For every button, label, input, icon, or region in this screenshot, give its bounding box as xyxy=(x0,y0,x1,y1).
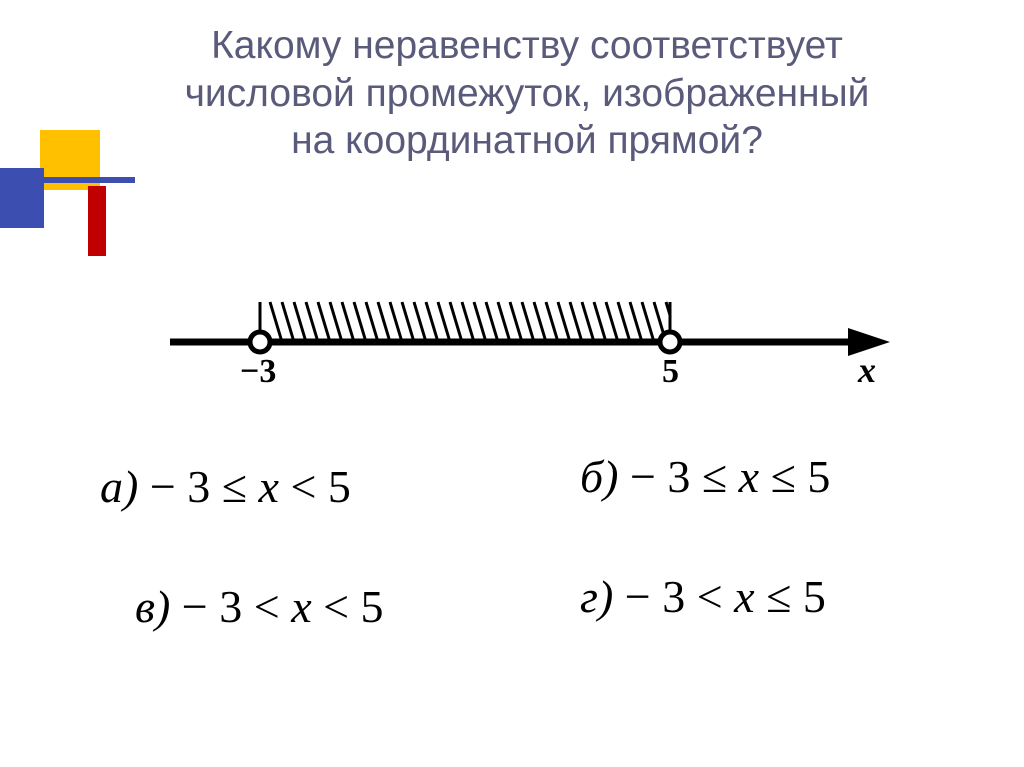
answer-expr-b-suffix: ≤ 5 xyxy=(759,451,830,502)
title-line-1: Какому неравенству соответствует xyxy=(211,24,843,67)
answer-option-b[interactable]: б) − 3 ≤ x ≤ 5 xyxy=(580,450,830,503)
answer-expr-g-prefix: − 3 < xyxy=(625,571,734,622)
title-line-2: числовой промежуток, изображенный xyxy=(185,72,870,115)
answer-expr-g-suffix: ≤ 5 xyxy=(755,571,826,622)
answer-expr-b-var: x xyxy=(739,451,759,502)
answer-expr-v-var: x xyxy=(291,581,311,632)
answer-option-g[interactable]: г) − 3 < x ≤ 5 xyxy=(580,570,826,623)
answer-expr-a-var: x xyxy=(259,461,279,512)
answer-expr-v-suffix: < 5 xyxy=(312,581,384,632)
answer-label-a: а) xyxy=(100,461,138,512)
title-line-3: на координатной прямой? xyxy=(291,119,763,162)
numberline-right-label: 5 xyxy=(662,353,679,390)
answer-expr-b-prefix: − 3 ≤ xyxy=(630,451,739,502)
answer-expr-v-prefix: − 3 < xyxy=(182,581,291,632)
numberline-left-label: −3 xyxy=(240,353,276,390)
slide-title: Какому неравенству соответствует числово… xyxy=(60,22,994,165)
number-line-diagram: −3 5 x xyxy=(170,282,890,402)
answer-option-a[interactable]: а) − 3 ≤ x < 5 xyxy=(100,460,351,513)
answer-option-v[interactable]: в) − 3 < x < 5 xyxy=(135,580,384,633)
deco-blue-square xyxy=(0,168,44,228)
numberline-axis-label: x xyxy=(857,350,876,390)
answer-label-b: б) xyxy=(580,451,618,502)
answer-label-v: в) xyxy=(135,581,170,632)
answer-expr-a-prefix: − 3 ≤ xyxy=(150,461,259,512)
answer-expr-a-suffix: < 5 xyxy=(279,461,351,512)
answer-label-g: г) xyxy=(580,571,613,622)
answer-expr-g-var: x xyxy=(734,571,754,622)
deco-red-bar xyxy=(88,186,106,256)
